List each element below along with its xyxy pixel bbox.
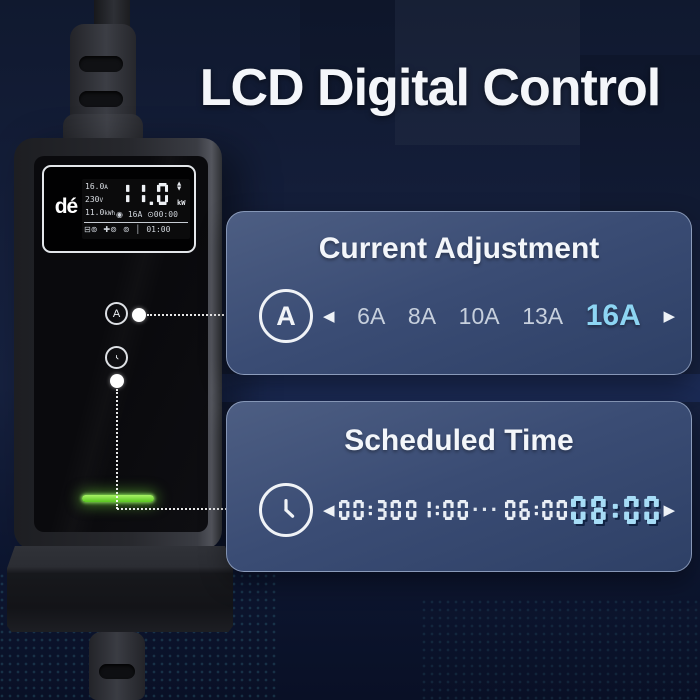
current-button-label: A <box>112 307 121 320</box>
background-gap-band <box>222 374 700 402</box>
strain-relief-slot <box>79 56 123 72</box>
brand-logo: dé <box>54 195 79 218</box>
charge-status-icon: ⊚ <box>122 225 130 234</box>
lcd-status-row: ⊟⊚ ✚⊚ ⊚ │ 01:00 <box>84 225 188 234</box>
prev-arrow-icon[interactable]: ◀ <box>323 307 335 325</box>
lcd-status-divider: │ <box>135 225 141 234</box>
charger-base <box>7 546 233 632</box>
ampere-circle-icon: A <box>259 289 313 343</box>
strain-relief-slot-bottom <box>99 664 135 679</box>
callout-dot <box>132 308 146 322</box>
lcd-screen: 16.0A 230V 11.0kWh ▲ ▼ kW ◉ 16A ⊙00:00 ⊟… <box>82 179 190 239</box>
clock-circle-icon <box>259 483 313 537</box>
schedule-options: ··· <box>335 496 664 524</box>
current-options: 6A 8A 10A 13A 16A <box>335 299 664 333</box>
clock-icon <box>116 354 119 360</box>
strain-relief-slot <box>79 91 123 107</box>
callout-line <box>116 389 118 509</box>
timer-setting-icon: ⊙ <box>147 210 154 219</box>
lcd-energy-row: 11.0kWh <box>85 208 116 217</box>
schedule-options-row: ◀ ··· ▶ <box>323 482 675 538</box>
callout-line <box>147 314 235 316</box>
current-option[interactable]: 10A <box>458 302 500 329</box>
callout-dot <box>110 374 124 388</box>
current-option[interactable]: 6A <box>357 302 386 329</box>
current-adjust-button[interactable]: A <box>105 302 128 325</box>
current-options-row: ◀ 6A 8A 10A 13A 16A ▶ <box>323 288 675 344</box>
current-option[interactable]: 13A <box>522 302 564 329</box>
timer-button[interactable] <box>105 346 128 369</box>
lcd-settings-row: ◉ 16A ⊙00:00 <box>116 210 178 219</box>
plug-status-icon: ✚⊚ <box>103 225 117 234</box>
current-option-selected[interactable]: 16A <box>585 299 641 332</box>
scheduled-time-panel: Scheduled Time ◀ ··· ▶ <box>226 401 692 572</box>
schedule-option[interactable] <box>339 500 402 520</box>
lcd-power-unit: kW <box>177 199 186 207</box>
schedule-option-selected[interactable] <box>571 496 659 524</box>
amp-setting-icon: ◉ <box>116 210 123 219</box>
current-panel-title: Current Adjustment <box>318 232 600 265</box>
callout-line <box>117 508 239 510</box>
current-option[interactable]: 8A <box>407 302 437 329</box>
updown-arrows-icon: ▲ ▼ <box>177 181 182 192</box>
page-title: LCD Digital Control <box>199 59 662 117</box>
ampere-letter: A <box>276 300 296 331</box>
schedule-ellipsis[interactable]: ··· <box>472 497 501 522</box>
vehicle-status-icon: ⊟⊚ <box>84 225 98 234</box>
dot-texture <box>420 598 700 700</box>
lcd-divider-line <box>84 222 188 223</box>
next-arrow-icon[interactable]: ▶ <box>663 501 675 519</box>
lcd-voltage-row: 230V <box>85 195 104 204</box>
lcd-status-time: 01:00 <box>146 225 171 234</box>
clock-icon <box>284 498 295 518</box>
lcd-power-digits <box>118 183 169 209</box>
schedule-option[interactable] <box>504 500 567 520</box>
next-arrow-icon[interactable]: ▶ <box>663 307 675 325</box>
schedule-panel-title: Scheduled Time <box>344 424 574 457</box>
lcd-current-row: 16.0A <box>85 182 108 191</box>
schedule-option[interactable] <box>405 500 468 520</box>
led-status-bar <box>82 495 154 502</box>
lcd-display-module: dé 16.0A 230V 11.0kWh ▲ ▼ kW ◉ 16A ⊙00:0… <box>42 165 196 253</box>
prev-arrow-icon[interactable]: ◀ <box>323 501 335 519</box>
current-adjustment-panel: Current Adjustment A ◀ 6A 8A 10A 13A 16A ▶ <box>226 211 692 375</box>
